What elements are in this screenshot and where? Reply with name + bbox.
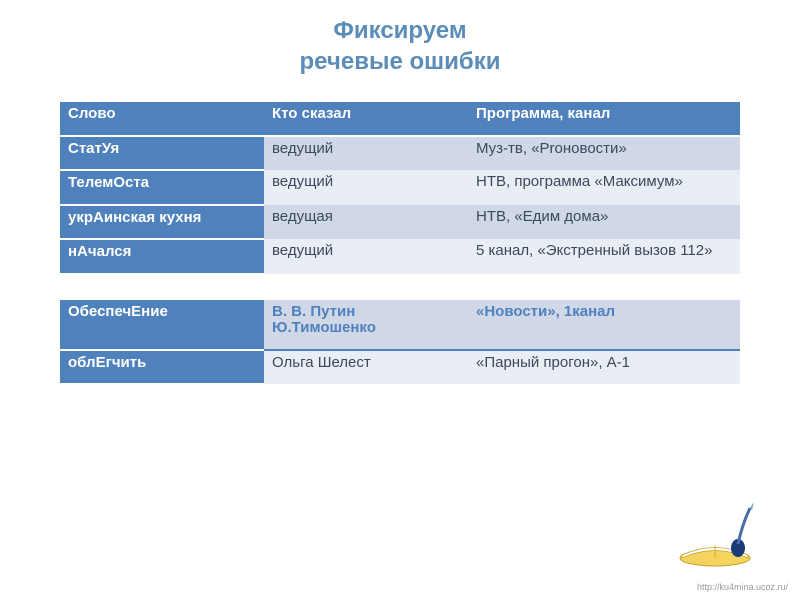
- tables-container: Слово Кто сказал Программа, канал СтатУя…: [60, 102, 740, 385]
- cell-word: нАчался: [60, 239, 264, 274]
- header-program: Программа, канал: [468, 102, 740, 136]
- table-row: ОбеспечЕние В. В. Путин Ю.Тимошенко «Нов…: [60, 300, 740, 350]
- cell-word: укрАинская кухня: [60, 205, 264, 240]
- header-word: Слово: [60, 102, 264, 136]
- table-row: СтатУя ведущий Муз-тв, «Proновости»: [60, 136, 740, 171]
- cell-who: ведущий: [264, 170, 468, 205]
- cell-program: НТВ, программа «Максимум»: [468, 170, 740, 205]
- cell-word: облЕгчить: [60, 350, 264, 385]
- cell-who: ведущая: [264, 205, 468, 240]
- cell-who: Ольга Шелест: [264, 350, 468, 385]
- slide-title: Фиксируем речевые ошибки: [0, 0, 800, 77]
- cell-program: Муз-тв, «Proновости»: [468, 136, 740, 171]
- cell-who: ведущий: [264, 136, 468, 171]
- errors-table-2: ОбеспечЕние В. В. Путин Ю.Тимошенко «Нов…: [60, 300, 740, 386]
- cell-program: «Парный прогон», А-1: [468, 350, 740, 385]
- cell-word: ОбеспечЕние: [60, 300, 264, 350]
- cell-program: «Новости», 1канал: [468, 300, 740, 350]
- table-header-row: Слово Кто сказал Программа, канал: [60, 102, 740, 136]
- errors-table-1: Слово Кто сказал Программа, канал СтатУя…: [60, 102, 740, 275]
- cell-word: ТелемОста: [60, 170, 264, 205]
- cell-program: 5 канал, «Экстренный вызов 112»: [468, 239, 740, 274]
- cell-who: ведущий: [264, 239, 468, 274]
- table-row: облЕгчить Ольга Шелест «Парный прогон», …: [60, 350, 740, 385]
- table-row: нАчался ведущий 5 канал, «Экстренный выз…: [60, 239, 740, 274]
- footer-url: http://ku4mina.ucoz.ru/: [697, 582, 788, 592]
- title-line-1: Фиксируем: [0, 15, 800, 46]
- header-who: Кто сказал: [264, 102, 468, 136]
- table-row: ТелемОста ведущий НТВ, программа «Максим…: [60, 170, 740, 205]
- title-line-2: речевые ошибки: [0, 46, 800, 77]
- cell-program: НТВ, «Едим дома»: [468, 205, 740, 240]
- cell-word: СтатУя: [60, 136, 264, 171]
- cell-who: В. В. Путин Ю.Тимошенко: [264, 300, 468, 350]
- book-pen-icon: [670, 500, 760, 570]
- table-row: укрАинская кухня ведущая НТВ, «Едим дома…: [60, 205, 740, 240]
